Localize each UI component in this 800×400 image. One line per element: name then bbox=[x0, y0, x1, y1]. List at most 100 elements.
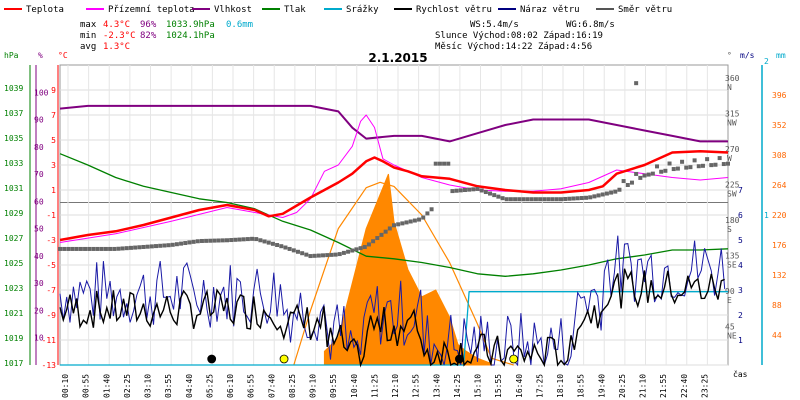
tick-label-hum: 10 bbox=[34, 334, 44, 343]
wind-dir-point bbox=[66, 246, 71, 251]
wind-dir-point bbox=[650, 171, 655, 176]
tick-label-solar: 88 bbox=[772, 301, 782, 310]
wind-dir-point bbox=[70, 246, 75, 251]
moonrise-marker bbox=[455, 354, 464, 364]
solar-area bbox=[323, 173, 492, 366]
stats-min-press: 1024.1hPa bbox=[166, 31, 215, 41]
wind-dir-point bbox=[454, 188, 459, 193]
wind-dir-point bbox=[629, 180, 634, 185]
wind-dir-point bbox=[396, 222, 401, 227]
wind-dir-point bbox=[371, 239, 376, 244]
tick-label-temp: -7 bbox=[46, 286, 56, 295]
tick-label-dir-name: NE bbox=[727, 331, 737, 340]
stats-max-rain: 0.6mm bbox=[226, 20, 253, 30]
wind-dir-point bbox=[483, 190, 488, 195]
wind-dir-point bbox=[99, 246, 104, 251]
wind-dir-point bbox=[634, 171, 639, 176]
wind-dir-point bbox=[275, 243, 280, 247]
legend-label-teplota: Teplota bbox=[26, 5, 64, 15]
wind-dir-point bbox=[333, 252, 338, 257]
axis-title-time: čas bbox=[733, 369, 748, 379]
chart-title: 2.1.2015 bbox=[368, 51, 427, 65]
tick-label-dir: 135 bbox=[725, 251, 740, 260]
tick-label-time: 17:25 bbox=[535, 374, 544, 398]
tick-label-time: 10:40 bbox=[350, 374, 359, 398]
tick-label-speed: 2 bbox=[738, 311, 743, 320]
wind-dir-point bbox=[617, 187, 622, 192]
wind-dir-point bbox=[542, 197, 547, 202]
tick-label-hum: 30 bbox=[34, 279, 44, 288]
tick-label-time: 16:40 bbox=[515, 374, 524, 398]
wind-dir-point bbox=[446, 161, 451, 166]
wind-dir-point bbox=[291, 248, 296, 253]
tick-label-hum: 70 bbox=[34, 170, 44, 179]
wind-dir-point bbox=[58, 246, 62, 251]
axis-title-press: hPa bbox=[4, 51, 19, 60]
tick-label-press: 1031 bbox=[4, 184, 23, 193]
wind-dir-point bbox=[400, 221, 405, 226]
sunset-marker bbox=[509, 354, 519, 364]
wind-dir-point bbox=[300, 251, 305, 256]
tick-label-press: 1037 bbox=[4, 109, 23, 118]
wind-dir-point bbox=[675, 166, 680, 171]
wind-dir-point bbox=[145, 244, 150, 249]
temperature-line bbox=[59, 150, 729, 242]
wind-dir-point bbox=[216, 238, 221, 243]
tick-label-speed: 5 bbox=[738, 236, 743, 245]
wind-dir-point bbox=[571, 196, 576, 201]
tick-label-dir: 315 bbox=[725, 109, 740, 118]
legend-label-naraz-vetru: Náraz větru bbox=[520, 5, 580, 15]
wind-dir-point bbox=[529, 197, 534, 202]
tick-label-time: 20:25 bbox=[618, 374, 627, 398]
wind-dir-point bbox=[692, 158, 697, 163]
wind-dir-point bbox=[642, 173, 647, 178]
tick-label-press: 1019 bbox=[4, 334, 23, 343]
wind-dir-point bbox=[442, 161, 447, 166]
wind-dir-point bbox=[525, 197, 530, 202]
info-sun: Slunce Východ:08:02 Západ:16:19 bbox=[435, 31, 603, 41]
tick-label-press: 1017 bbox=[4, 359, 23, 368]
tick-label-press: 1029 bbox=[4, 209, 23, 218]
wind-dir-point bbox=[546, 197, 551, 202]
wind-dir-point bbox=[325, 253, 330, 258]
tick-label-temp: 3 bbox=[51, 161, 56, 170]
stats-avg-label: avg bbox=[80, 42, 96, 52]
tick-label-time: 12:55 bbox=[412, 374, 421, 398]
tick-label-solar: 44 bbox=[772, 331, 782, 340]
wind-dir-point bbox=[717, 156, 722, 161]
wind-dir-point bbox=[162, 243, 167, 248]
axis-speed-mid: 1 bbox=[764, 211, 769, 220]
tick-label-solar: 176 bbox=[772, 241, 787, 250]
wind-dir-point bbox=[362, 244, 367, 249]
wind-dir-point bbox=[220, 238, 225, 243]
legend-label-prizemni-teplota: Přízemní teplota bbox=[108, 5, 195, 15]
wind-dir-point bbox=[421, 215, 426, 220]
tick-label-solar: 264 bbox=[772, 181, 787, 190]
tick-label-solar: 352 bbox=[772, 121, 787, 130]
tick-label-time: 11:25 bbox=[370, 374, 379, 398]
wind-dir-point bbox=[154, 244, 159, 249]
tick-label-dir-name: S bbox=[727, 225, 732, 234]
tick-label-dir: 90 bbox=[725, 287, 735, 296]
stats-max-press: 1033.9hPa bbox=[166, 20, 215, 30]
wind-dir-point bbox=[684, 165, 689, 170]
tick-label-solar: 308 bbox=[772, 151, 787, 160]
wind-dir-point bbox=[508, 197, 513, 202]
tick-label-temp: -5 bbox=[46, 261, 56, 270]
tick-label-temp: -1 bbox=[46, 211, 56, 220]
wind-dir-point bbox=[604, 191, 609, 196]
tick-label-dir-name: W bbox=[727, 154, 732, 163]
tick-label-hum: 60 bbox=[34, 197, 44, 206]
wind-dir-point bbox=[245, 237, 250, 242]
wind-dir-point bbox=[550, 197, 555, 202]
tick-label-hum: 40 bbox=[34, 252, 44, 261]
tick-label-hum: 100 bbox=[34, 88, 49, 97]
wind-dir-point bbox=[513, 197, 518, 202]
legend-label-vlhkost: Vlhkost bbox=[214, 5, 252, 15]
tick-label-time: 06:55 bbox=[247, 374, 256, 398]
stats-min-hum: 82% bbox=[140, 31, 157, 41]
tick-label-dir: 225 bbox=[725, 180, 740, 189]
wind-dir-point bbox=[387, 226, 392, 231]
chart-marks bbox=[58, 81, 730, 368]
